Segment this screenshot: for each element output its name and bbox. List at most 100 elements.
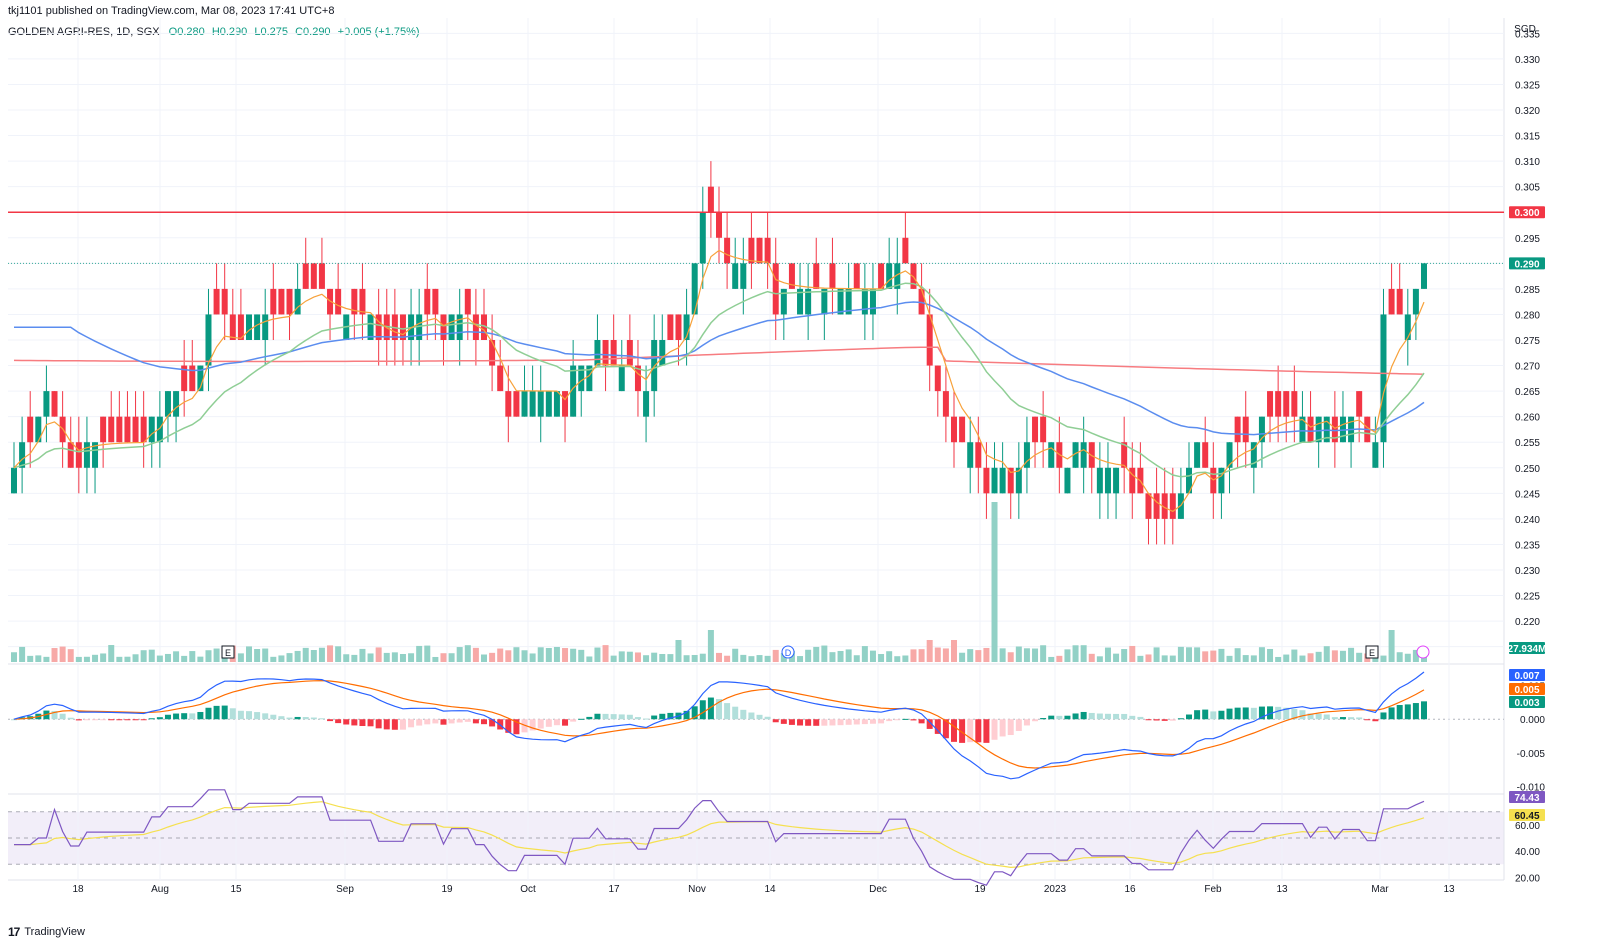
volume-bar xyxy=(43,656,50,662)
volume-bar xyxy=(1153,647,1160,662)
volume-bar xyxy=(448,653,455,662)
symbol-title: GOLDEN AGRI-RES, 1D, SGX xyxy=(8,26,160,38)
time-tick-label: 19 xyxy=(974,884,986,895)
time-tick-label: 16 xyxy=(1124,884,1136,895)
resistance-price-label: 0.300 xyxy=(1509,206,1545,219)
candle-body xyxy=(1234,416,1241,443)
candle-body xyxy=(764,237,771,264)
macd-histogram-bar xyxy=(1226,708,1233,720)
macd-histogram-bar xyxy=(108,719,115,721)
volume-bar xyxy=(140,650,147,662)
macd-histogram-bar xyxy=(991,719,998,740)
macd-histogram-bar xyxy=(797,719,804,726)
candle-body xyxy=(35,416,42,443)
volume-bar xyxy=(75,656,82,662)
candle-body xyxy=(1380,314,1387,443)
macd-histogram-bar xyxy=(853,719,860,725)
candle-body xyxy=(124,416,131,443)
macd-histogram-bar xyxy=(829,719,836,726)
macd-histogram-bar xyxy=(780,719,787,724)
macd-histogram-bar xyxy=(213,705,220,720)
price-tick-label: 0.325 xyxy=(1515,80,1540,91)
candle-body xyxy=(1064,467,1071,494)
price-tick-label: 0.315 xyxy=(1515,132,1540,143)
macd-histogram-bar xyxy=(902,718,909,720)
time-tick-label: 13 xyxy=(1443,884,1455,895)
candle-body xyxy=(205,314,212,366)
volume-bar xyxy=(197,656,204,662)
candle-body xyxy=(513,391,520,417)
macd-histogram-bar xyxy=(164,714,171,720)
macd-histogram-bar xyxy=(1153,719,1160,721)
volume-bar xyxy=(472,647,479,662)
macd-histogram-bar xyxy=(1096,713,1103,720)
macd-histogram-bar xyxy=(1145,719,1152,721)
volume-bar xyxy=(237,653,244,662)
tradingview-logo[interactable]: 17 TradingView xyxy=(8,925,85,939)
price-tick-label: 0.260 xyxy=(1515,413,1540,424)
macd-histogram-bar xyxy=(1015,719,1022,731)
macd-histogram-bar xyxy=(513,719,520,735)
price-tick-label: 0.255 xyxy=(1515,438,1540,449)
macd-histogram-bar xyxy=(788,719,795,725)
time-tick-label: 2023 xyxy=(1044,884,1067,895)
candle-body xyxy=(43,391,50,417)
macd-histogram-bar xyxy=(967,719,974,743)
candle-body xyxy=(529,391,536,417)
resistance-price-label-text: 0.300 xyxy=(1514,208,1539,219)
volume-bar xyxy=(667,654,674,662)
macd-histogram-bar xyxy=(1315,713,1322,720)
volume-bar xyxy=(521,650,528,662)
macd-histogram-bar xyxy=(391,719,398,730)
macd-histogram-bar xyxy=(11,719,17,721)
macd-histogram-bar xyxy=(740,709,747,720)
rsi-tick-label: 40.00 xyxy=(1515,847,1540,858)
volume-bar xyxy=(772,649,779,662)
macd-histogram-bar xyxy=(1339,717,1346,720)
rsi-line xyxy=(14,789,1425,886)
candle-body xyxy=(19,442,26,468)
candle-body xyxy=(869,288,876,315)
volume-bar xyxy=(1372,655,1379,662)
time-tick-label: 17 xyxy=(608,884,620,895)
candle-body xyxy=(302,263,309,289)
macd-tick-label: -0.005 xyxy=(1517,749,1546,760)
macd-histogram-bar xyxy=(416,719,423,726)
volume-bar xyxy=(1096,656,1103,662)
volume-bar xyxy=(148,649,155,662)
volume-bar xyxy=(886,651,893,662)
candle-body xyxy=(1226,442,1233,468)
candle-body xyxy=(1250,442,1257,468)
macd-histogram-bar xyxy=(424,719,431,725)
volume-bar xyxy=(740,654,747,662)
macd-histogram-bar xyxy=(553,719,560,726)
volume-bar xyxy=(27,655,34,662)
volume-bar xyxy=(294,650,301,662)
candle-body xyxy=(586,365,593,392)
candle-body xyxy=(140,416,147,443)
macd-value-label: 0.007 xyxy=(1509,669,1545,682)
candle-body xyxy=(861,288,868,315)
macd-histogram-bar xyxy=(1032,719,1039,722)
volume-value-label-text: 27.934M xyxy=(1508,644,1547,655)
macd-histogram-bar xyxy=(1307,713,1314,720)
macd-histogram-bar xyxy=(51,711,58,720)
macd-histogram-bar xyxy=(643,718,650,720)
candle-body xyxy=(780,288,787,315)
volume-bar xyxy=(11,652,17,662)
macd-histogram-bar xyxy=(327,719,334,722)
volume-bar xyxy=(489,652,496,662)
macd-histogram-bar xyxy=(570,719,577,722)
macd-histogram-bar xyxy=(764,716,771,720)
volume-bar xyxy=(634,652,641,662)
macd-histogram-bar xyxy=(448,719,455,724)
volume-bar xyxy=(189,651,196,662)
volume-bar xyxy=(343,654,350,662)
candle-body xyxy=(294,288,301,315)
macd-histogram-bar xyxy=(124,719,131,721)
volume-bar xyxy=(59,646,66,662)
time-tick-label: 13 xyxy=(1276,884,1288,895)
volume-bar xyxy=(278,655,285,662)
volume-bar xyxy=(1023,648,1030,662)
